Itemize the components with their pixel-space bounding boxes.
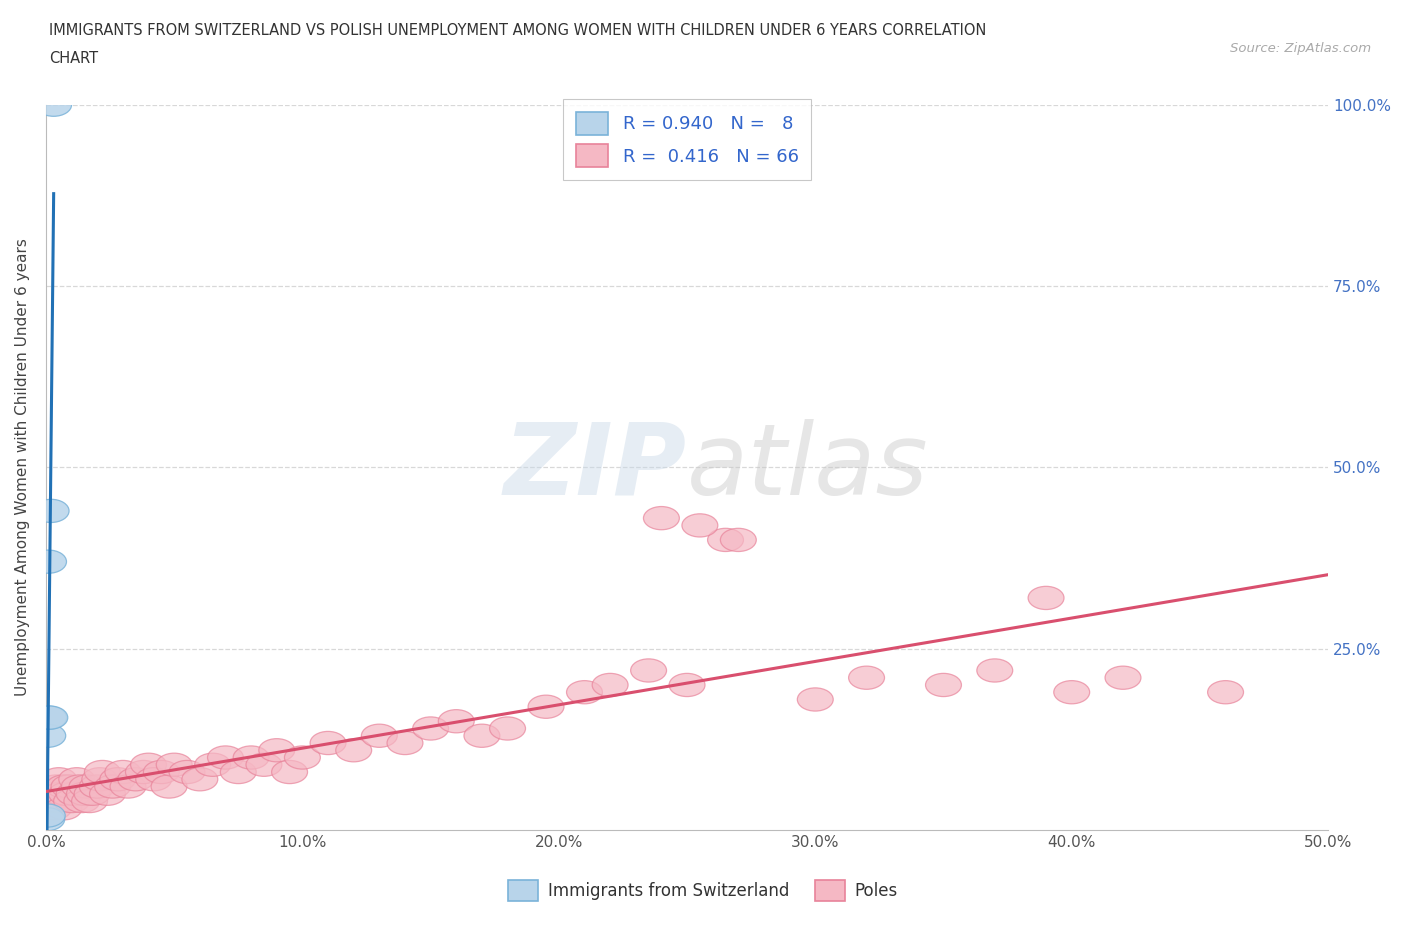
Ellipse shape [46, 797, 82, 820]
Text: atlas: atlas [688, 418, 929, 516]
Ellipse shape [82, 767, 118, 790]
Ellipse shape [31, 706, 66, 729]
Ellipse shape [118, 767, 153, 790]
Ellipse shape [194, 753, 231, 777]
Ellipse shape [1208, 681, 1243, 704]
Ellipse shape [31, 790, 66, 813]
Ellipse shape [32, 706, 67, 729]
Ellipse shape [464, 724, 501, 748]
Ellipse shape [136, 767, 172, 790]
Text: ZIP: ZIP [505, 418, 688, 516]
Legend: Immigrants from Switzerland, Poles: Immigrants from Switzerland, Poles [502, 873, 904, 908]
Ellipse shape [84, 761, 121, 784]
Text: CHART: CHART [49, 51, 98, 66]
Ellipse shape [94, 775, 131, 798]
Ellipse shape [41, 767, 77, 790]
Ellipse shape [169, 761, 205, 784]
Ellipse shape [30, 804, 65, 827]
Ellipse shape [1105, 666, 1140, 689]
Ellipse shape [110, 775, 146, 798]
Ellipse shape [143, 761, 180, 784]
Ellipse shape [977, 658, 1012, 682]
Ellipse shape [59, 767, 94, 790]
Ellipse shape [46, 775, 82, 798]
Ellipse shape [849, 666, 884, 689]
Ellipse shape [35, 797, 72, 820]
Ellipse shape [387, 731, 423, 754]
Ellipse shape [567, 681, 602, 704]
Ellipse shape [53, 790, 90, 813]
Ellipse shape [66, 782, 103, 805]
Ellipse shape [413, 717, 449, 740]
Ellipse shape [72, 790, 107, 813]
Ellipse shape [271, 761, 308, 784]
Ellipse shape [63, 790, 100, 813]
Ellipse shape [208, 746, 243, 769]
Ellipse shape [62, 775, 97, 798]
Ellipse shape [51, 775, 87, 798]
Ellipse shape [439, 710, 474, 733]
Ellipse shape [90, 782, 125, 805]
Text: Source: ZipAtlas.com: Source: ZipAtlas.com [1230, 42, 1371, 55]
Ellipse shape [34, 499, 69, 523]
Ellipse shape [79, 775, 115, 798]
Ellipse shape [631, 658, 666, 682]
Ellipse shape [41, 790, 77, 813]
Text: IMMIGRANTS FROM SWITZERLAND VS POLISH UNEMPLOYMENT AMONG WOMEN WITH CHILDREN UND: IMMIGRANTS FROM SWITZERLAND VS POLISH UN… [49, 23, 987, 38]
Ellipse shape [156, 753, 193, 777]
Ellipse shape [131, 753, 166, 777]
Ellipse shape [246, 753, 281, 777]
Ellipse shape [336, 738, 371, 762]
Ellipse shape [38, 775, 75, 798]
Ellipse shape [34, 782, 69, 805]
Ellipse shape [56, 782, 93, 805]
Ellipse shape [259, 738, 295, 762]
Ellipse shape [1053, 681, 1090, 704]
Ellipse shape [31, 550, 66, 573]
Ellipse shape [311, 731, 346, 754]
Ellipse shape [682, 513, 718, 537]
Ellipse shape [150, 775, 187, 798]
Ellipse shape [529, 695, 564, 718]
Ellipse shape [30, 724, 66, 748]
Ellipse shape [361, 724, 398, 748]
Ellipse shape [44, 782, 79, 805]
Ellipse shape [707, 528, 744, 551]
Ellipse shape [35, 93, 72, 116]
Ellipse shape [1028, 586, 1064, 609]
Ellipse shape [181, 767, 218, 790]
Y-axis label: Unemployment Among Women with Children Under 6 years: Unemployment Among Women with Children U… [15, 238, 30, 697]
Ellipse shape [797, 688, 834, 711]
Ellipse shape [69, 775, 105, 798]
Ellipse shape [75, 782, 110, 805]
Ellipse shape [720, 528, 756, 551]
Ellipse shape [105, 761, 141, 784]
Ellipse shape [489, 717, 526, 740]
Ellipse shape [925, 673, 962, 697]
Ellipse shape [233, 746, 269, 769]
Ellipse shape [125, 761, 162, 784]
Ellipse shape [669, 673, 704, 697]
Ellipse shape [644, 507, 679, 530]
Ellipse shape [284, 746, 321, 769]
Ellipse shape [592, 673, 628, 697]
Ellipse shape [100, 767, 136, 790]
Ellipse shape [221, 761, 256, 784]
Legend: R = 0.940   N =   8, R =  0.416   N = 66: R = 0.940 N = 8, R = 0.416 N = 66 [562, 100, 811, 179]
Ellipse shape [28, 807, 65, 830]
Ellipse shape [49, 782, 84, 805]
